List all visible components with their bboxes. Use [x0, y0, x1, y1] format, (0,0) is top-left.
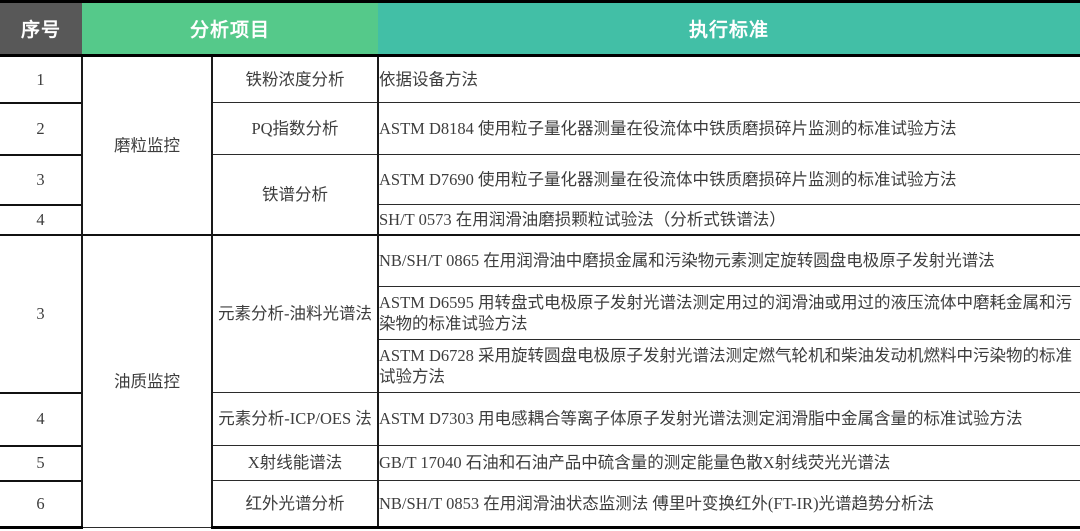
cell-category: 磨粒监控 — [81, 55, 213, 235]
cell-standard: ASTM D8184 使用粒子量化器测量在役流体中铁质磨损碎片监测的标准试验方法 — [377, 102, 1080, 155]
cell-standard: 依据设备方法 — [377, 55, 1080, 103]
cell-sequence-number: 4 — [0, 203, 83, 235]
cell-standard: ASTM D7690 使用粒子量化器测量在役流体中铁质磨损碎片监测的标准试验方法 — [377, 154, 1080, 205]
cell-analysis-item: 红外光谱分析 — [211, 480, 379, 529]
table-row: 6 红外光谱分析 NB/SH/T 0853 在用润滑油状态监测法 傅里叶变换红外… — [0, 479, 1080, 529]
cell-sequence-number: 5 — [0, 444, 83, 481]
column-header-analysis-item: 分析项目 — [82, 0, 378, 57]
cell-standard: ASTM D6595 用转盘式电极原子发射光谱法测定用过的润滑油或用过的液压流体… — [377, 286, 1080, 340]
cell-standard: SH/T 0573 在用润滑油磨损颗粒试验法（分析式铁谱法） — [377, 204, 1080, 235]
column-header-execution-standard: 执行标准 — [378, 0, 1080, 57]
cell-analysis-item: 元素分析-油料光谱法 — [211, 233, 379, 393]
cell-analysis-item: X射线能谱法 — [211, 445, 379, 481]
cell-standard: ASTM D6728 采用旋转圆盘电极原子发射光谱法测定燃气轮机和柴油发动机燃料… — [377, 339, 1080, 393]
cell-standard: ASTM D7303 用电感耦合等离子体原子发射光谱法测定润滑脂中金属含量的标准… — [377, 392, 1080, 446]
table-row: 3 铁谱分析 ASTM D7690 使用粒子量化器测量在役流体中铁质磨损碎片监测… — [0, 153, 1080, 235]
cell-analysis-item: 铁谱分析 — [211, 154, 379, 235]
column-header-sequence-number: 序号 — [0, 0, 82, 57]
table-body: 1 磨粒监控 铁粉浓度分析 依据设备方法 2 PQ指数分析 ASTM D8184… — [0, 55, 1080, 529]
cell-analysis-item: PQ指数分析 — [211, 102, 379, 155]
table-row: 3 油质监控 元素分析-油料光谱法 NB/SH/T 0865 在用润滑油中磨损金… — [0, 233, 1080, 528]
table-row: ASTM D6595 用转盘式电极原子发射光谱法测定用过的润滑油或用过的液压流体… — [0, 286, 1080, 340]
table-row: ASTM D6728 采用旋转圆盘电极原子发射光谱法测定燃气轮机和柴油发动机燃料… — [0, 339, 1080, 393]
table-row: 4 SH/T 0573 在用润滑油磨损颗粒试验法（分析式铁谱法） — [0, 203, 1080, 235]
cell-standard: NB/SH/T 0853 在用润滑油状态监测法 傅里叶变换红外(FT-IR)光谱… — [377, 480, 1080, 529]
table-header: 序号 分析项目 执行标准 — [0, 0, 1080, 57]
table-row: 4 元素分析-ICP/OES 法 ASTM D7303 用电感耦合等离子体原子发… — [0, 391, 1080, 446]
cell-standard: NB/SH/T 0865 在用润滑油中磨损金属和污染物元素测定旋转圆盘电极原子发… — [377, 233, 1080, 287]
cell-sequence-number: 3 — [0, 233, 83, 393]
cell-sequence-number: 2 — [0, 101, 83, 155]
cell-sequence-number: 3 — [0, 153, 83, 205]
cell-analysis-item: 元素分析-ICP/OES 法 — [211, 392, 379, 446]
cell-sequence-number: 4 — [0, 391, 83, 446]
cell-category: 油质监控 — [81, 233, 213, 528]
cell-analysis-item: 铁粉浓度分析 — [211, 55, 379, 103]
table-row: 1 磨粒监控 铁粉浓度分析 依据设备方法 — [0, 55, 1080, 235]
header-row: 序号 分析项目 执行标准 — [0, 0, 1080, 57]
cell-standard: GB/T 17040 石油和石油产品中硫含量的测定能量色散X射线荧光光谱法 — [377, 445, 1080, 481]
cell-sequence-number: 1 — [0, 55, 83, 103]
cell-sequence-number: 6 — [0, 479, 83, 529]
